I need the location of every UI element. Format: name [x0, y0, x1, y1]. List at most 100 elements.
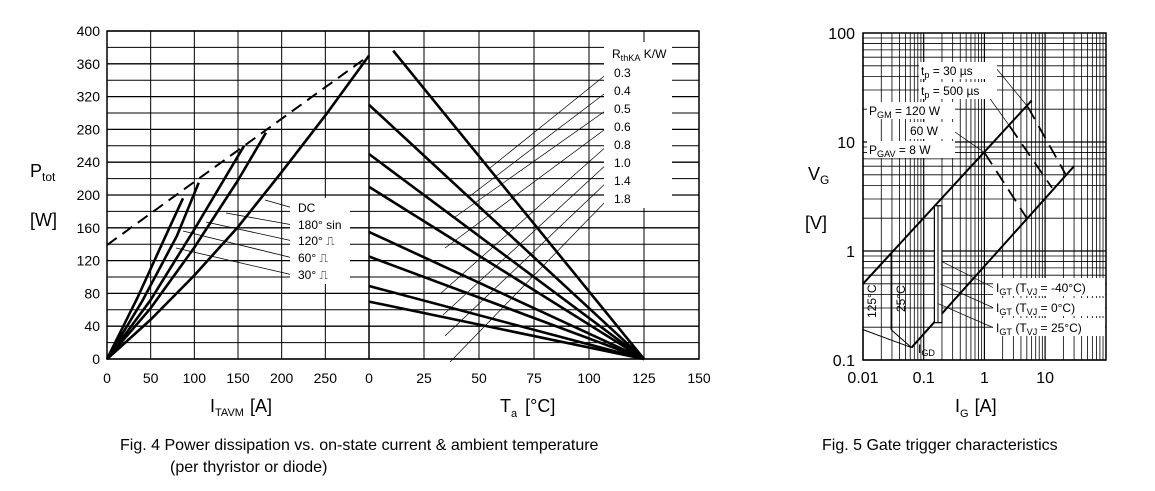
fig4-frame	[106, 30, 700, 360]
power-limit-dashed	[1008, 125, 1053, 189]
rth-legend-label: 0.4	[614, 84, 631, 98]
legend-leader	[175, 247, 294, 276]
leader	[995, 67, 1029, 108]
rth-line-1.4	[368, 284, 645, 361]
x-tick-label: 1	[980, 370, 989, 387]
rth-leader	[489, 72, 609, 169]
x-tick-label: 100	[183, 370, 207, 386]
rth-leader	[439, 144, 609, 295]
igt-label: IGT (TVJ = 25°C)	[996, 321, 1082, 337]
y-tick-label: 400	[77, 23, 101, 39]
x-tick-label: 150	[687, 370, 711, 386]
fig5-ylabel: VG	[808, 164, 829, 187]
power-limit-label: tp = 30 µs	[921, 64, 973, 80]
igd-125c-line	[862, 329, 912, 349]
label-bg	[993, 318, 1105, 336]
fig4-ylabel: Ptot	[30, 161, 56, 184]
legend-leader	[264, 199, 294, 209]
y-tick-label: 320	[77, 89, 101, 105]
y-tick-label: 10	[837, 135, 855, 152]
power-limit-label: 60 W	[910, 124, 939, 138]
rth-leader	[454, 108, 609, 218]
power-limit-label: PGAV = 8 W	[869, 143, 931, 159]
label-bg	[919, 62, 997, 79]
power-limit-dashed	[983, 152, 1028, 219]
rth-legend-label: 0.5	[614, 102, 631, 116]
fig4-right-xlabel: Ta [°C]	[500, 396, 555, 420]
rth-line-1.0	[368, 255, 645, 361]
y-tick-label: 1	[846, 244, 855, 261]
series-line-180°	[106, 132, 268, 360]
temp-label-125c: 125°C	[865, 284, 879, 318]
igt-leader	[937, 303, 995, 329]
y-tick-label: 80	[84, 285, 100, 301]
power-limit-dashed	[1027, 106, 1067, 176]
igd-label: IGD	[918, 342, 935, 358]
fig5-frame	[862, 32, 1107, 361]
power-limit-label: PGM = 120 W	[869, 104, 941, 120]
rth-line-0.6	[368, 185, 645, 361]
igt-leader	[941, 261, 995, 289]
rth-legend-label: 0.6	[614, 120, 631, 134]
x-tick-label: 50	[143, 370, 159, 386]
x-tick-label: 100	[577, 370, 601, 386]
igt-leader	[939, 283, 995, 309]
x-tick-label: 10	[1036, 370, 1054, 387]
y-tick-label: 280	[77, 121, 101, 137]
x-tick-label: 75	[526, 370, 542, 386]
legend-leader	[225, 212, 294, 226]
rth-line-1.8	[368, 300, 645, 361]
legend-label: DC	[298, 201, 316, 215]
y-tick-label: 360	[77, 56, 101, 72]
x-tick-label: 0.1	[913, 370, 935, 387]
x-tick-label: 50	[471, 370, 487, 386]
y-tick-label: 0	[92, 351, 100, 367]
x-tick-label: 0	[103, 370, 111, 386]
legend-label: 180° sin	[298, 218, 342, 232]
igt-label: IGT (TVJ = 0°C)	[996, 301, 1075, 317]
x-tick-label: 200	[270, 370, 294, 386]
fig5-caption: Fig. 5 Gate trigger characteristics	[822, 437, 1058, 454]
chart-marks	[105, 49, 1075, 363]
y-tick-label: 240	[77, 154, 101, 170]
rth-leader	[469, 90, 609, 197]
legend-label: 120° ⎍	[298, 234, 335, 248]
fig5-xlabel: IG [A]	[955, 396, 997, 420]
y-tick-label: 0.1	[833, 353, 855, 370]
igt-label: IGT (TVJ = -40°C)	[996, 281, 1086, 297]
legend-leader	[182, 230, 294, 259]
rth-legend-label: 0.8	[614, 138, 631, 152]
gate-boundary-line	[862, 99, 1033, 285]
series-line-DC	[106, 54, 371, 360]
fig5-yunit: [V]	[805, 213, 827, 233]
x-tick-label: 0.01	[847, 370, 878, 387]
rth-legend-label: 1.4	[614, 174, 631, 188]
temp-label-25c: 25°C	[894, 285, 908, 312]
fig4-mode-legend-box	[290, 198, 350, 284]
y-tick-label: 40	[84, 318, 100, 334]
label-bg	[993, 298, 1105, 316]
x-tick-label: 150	[226, 370, 250, 386]
label-bg	[919, 82, 997, 99]
igd-25c-line	[890, 254, 912, 348]
rth-legend-label: 1.8	[614, 192, 631, 206]
rth-legend-label: 0.3	[614, 66, 631, 80]
series-line-120°	[105, 145, 246, 360]
x-tick-label: 250	[314, 370, 338, 386]
legend-label: 30° ⎍	[298, 268, 328, 282]
rth-leader	[444, 126, 609, 249]
x-tick-label: 125	[632, 370, 656, 386]
rth-line-0.8	[368, 230, 645, 361]
label-bg	[867, 141, 955, 158]
fig4-caption-sub: (per thyristor or diode)	[170, 459, 327, 476]
label-bg	[908, 122, 954, 139]
legend-label: 60° ⎍	[298, 251, 328, 265]
limit-line-dashed	[106, 54, 370, 246]
leader	[954, 131, 985, 153]
rth-line-0.4	[368, 103, 645, 360]
series-line-30°	[105, 197, 185, 360]
rth-leader	[449, 198, 609, 363]
fig4-rth-legend-box	[604, 42, 672, 208]
rth-leader	[444, 180, 609, 337]
